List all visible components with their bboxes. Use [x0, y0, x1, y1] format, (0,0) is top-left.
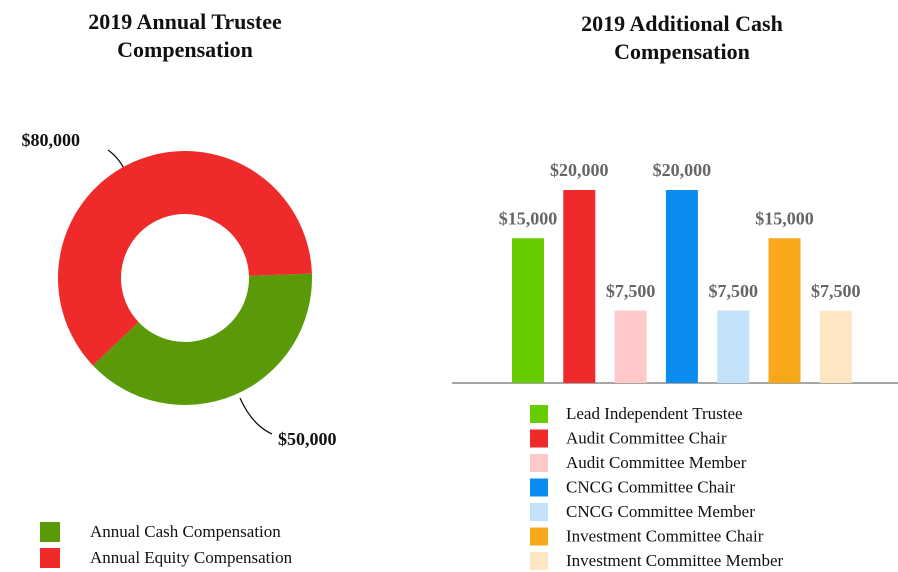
donut-segment: [92, 273, 312, 405]
data-label: $20,000: [550, 160, 609, 180]
legend-label: Investment Committee Member: [566, 551, 784, 570]
bar: [717, 310, 750, 383]
donut-segment: [58, 150, 312, 366]
data-label: $15,000: [755, 208, 814, 228]
legend-swatch: [530, 552, 548, 570]
bar: [512, 238, 544, 383]
bar-title: 2019 Additional Cash Compensation: [581, 11, 783, 64]
legend-swatch: [530, 527, 548, 546]
data-label: $80,000: [22, 130, 81, 150]
legend-label: Annual Equity Compensation: [90, 548, 293, 567]
legend-label: Audit Committee Member: [566, 453, 747, 472]
legend-swatch: [530, 503, 548, 521]
legend-label: CNCG Committee Chair: [566, 477, 735, 496]
leader-line: [239, 397, 273, 435]
legend-swatch: [40, 522, 60, 542]
legend-label: Audit Committee Chair: [566, 428, 727, 447]
legend-label: Investment Committee Chair: [566, 526, 764, 545]
data-label: $50,000: [278, 429, 337, 449]
bar: [768, 238, 801, 383]
donut-title: 2019 Annual Trustee Compensation: [88, 9, 282, 62]
data-label: $7,500: [811, 281, 861, 301]
bar: [614, 310, 647, 383]
legend-swatch: [530, 405, 548, 423]
legend-label: Annual Cash Compensation: [90, 522, 281, 541]
bar: [819, 310, 852, 383]
data-label: $7,500: [606, 281, 656, 301]
legend-swatch: [530, 429, 548, 448]
bar: [665, 190, 698, 383]
legend-swatch: [40, 548, 60, 568]
data-label: $15,000: [499, 208, 558, 228]
legend-label: Lead Independent Trustee: [566, 404, 743, 423]
legend-swatch: [530, 478, 548, 497]
data-label: $7,500: [708, 281, 758, 301]
legend-label: CNCG Committee Member: [566, 502, 755, 521]
data-label: $20,000: [653, 160, 712, 180]
legend-swatch: [530, 454, 548, 472]
bar: [563, 190, 596, 383]
